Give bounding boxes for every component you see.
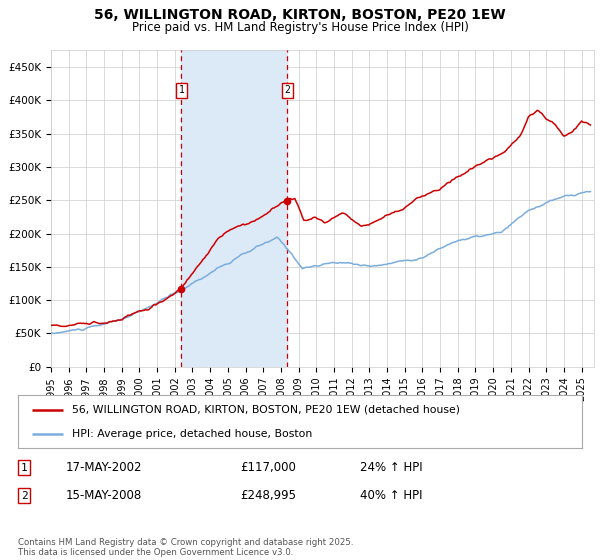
Text: 17-MAY-2002: 17-MAY-2002 bbox=[66, 461, 143, 474]
Text: 56, WILLINGTON ROAD, KIRTON, BOSTON, PE20 1EW: 56, WILLINGTON ROAD, KIRTON, BOSTON, PE2… bbox=[94, 8, 506, 22]
Text: £248,995: £248,995 bbox=[240, 489, 296, 502]
Bar bbox=[181, 50, 287, 367]
Text: 2: 2 bbox=[284, 85, 290, 95]
Text: Contains HM Land Registry data © Crown copyright and database right 2025.
This d: Contains HM Land Registry data © Crown c… bbox=[18, 538, 353, 557]
Text: HPI: Average price, detached house, Boston: HPI: Average price, detached house, Bost… bbox=[71, 428, 312, 438]
Text: £117,000: £117,000 bbox=[240, 461, 296, 474]
Text: Price paid vs. HM Land Registry's House Price Index (HPI): Price paid vs. HM Land Registry's House … bbox=[131, 21, 469, 34]
Text: 1: 1 bbox=[178, 85, 184, 95]
Text: 56, WILLINGTON ROAD, KIRTON, BOSTON, PE20 1EW (detached house): 56, WILLINGTON ROAD, KIRTON, BOSTON, PE2… bbox=[71, 405, 460, 415]
Text: 15-MAY-2008: 15-MAY-2008 bbox=[66, 489, 142, 502]
Text: 24% ↑ HPI: 24% ↑ HPI bbox=[360, 461, 422, 474]
Text: 1: 1 bbox=[20, 463, 28, 473]
Text: 40% ↑ HPI: 40% ↑ HPI bbox=[360, 489, 422, 502]
Text: 2: 2 bbox=[20, 491, 28, 501]
